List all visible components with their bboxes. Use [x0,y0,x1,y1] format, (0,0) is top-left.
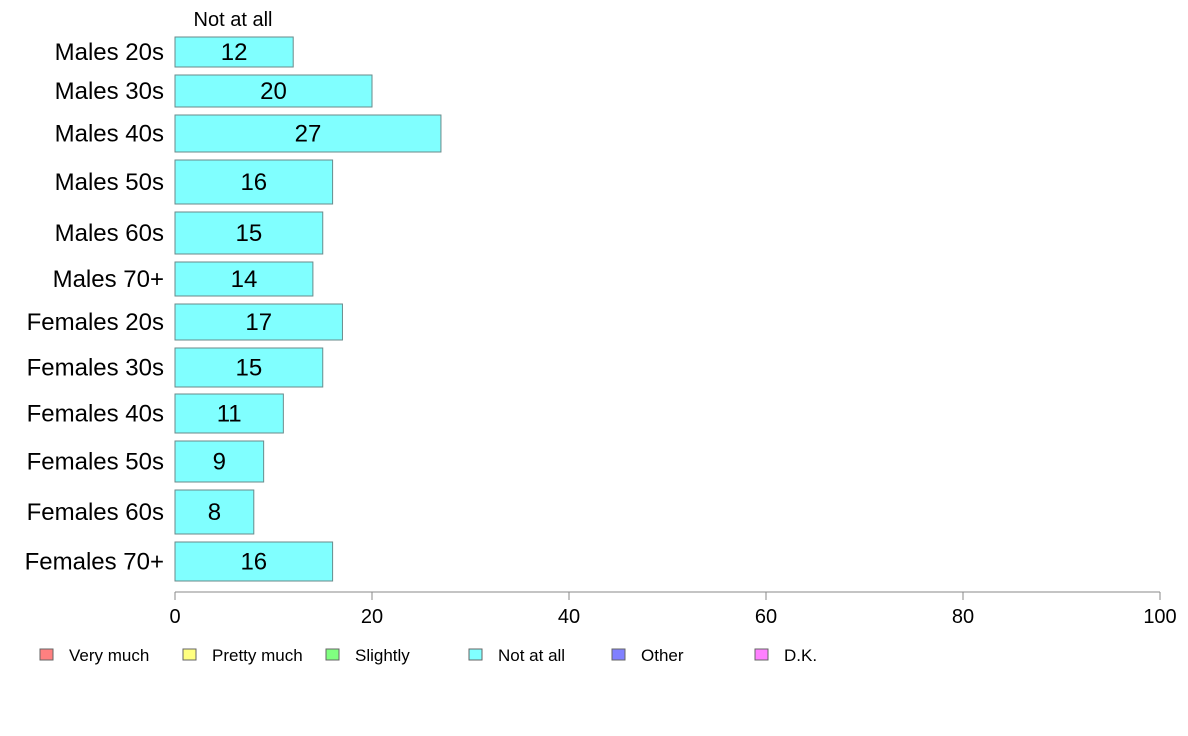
bar-value-label: 8 [208,499,221,526]
x-tick-label: 100 [1143,606,1176,628]
bar-value-label: 15 [236,220,263,247]
category-label: Females 60s [27,499,164,526]
category-label: Males 20s [55,39,164,66]
category-label: Females 30s [27,355,164,382]
bar [174,159,334,205]
legend-label: Other [641,646,684,665]
series-header-label: Not at all [194,9,273,31]
bar-value-label: 12 [221,39,248,66]
category-label: Females 70+ [25,549,164,576]
legend-swatch [39,648,54,661]
legend-label: D.K. [784,646,817,665]
bar [174,36,294,68]
bar [174,211,324,255]
bar-value-label: 20 [260,78,287,105]
category-label: Females 40s [27,401,164,428]
legend-swatch [325,648,340,661]
category-label: Males 60s [55,220,164,247]
legend: Very much Pretty much Slightly Not at all Ot… [39,646,817,665]
bars-group [174,36,442,582]
bar [174,347,324,388]
bar [174,74,373,108]
bar [174,303,343,341]
category-labels: Males 20s Males 30s Males 40s Males 50s Male… [25,39,164,576]
bar-value-label: 27 [295,121,322,148]
legend-label: Very much [69,646,149,665]
bar [174,393,284,434]
bar [174,114,442,153]
category-label: Males 40s [55,121,164,148]
legend-label: Not at all [498,646,565,665]
x-tick-label: 60 [755,606,777,628]
legend-swatch [468,648,483,661]
x-tick-label: 0 [169,606,180,628]
category-label: Females 20s [27,309,164,336]
bar-value-label: 17 [245,309,272,336]
legend-swatch [611,648,626,661]
legend-swatch [754,648,769,661]
x-tick-label: 80 [952,606,974,628]
bar-value-label: 15 [236,355,263,382]
category-label: Males 70+ [53,266,164,293]
bar-value-label: 16 [240,549,267,576]
legend-swatch [182,648,197,661]
bar-value-label: 14 [231,266,258,293]
x-tick-label: 40 [558,606,580,628]
category-label: Females 50s [27,449,164,476]
bar [174,440,265,483]
legend-label: Slightly [355,646,410,665]
bar-value-label: 16 [240,169,267,196]
value-labels: 12 20 27 16 15 14 17 15 11 9 8 16 [208,39,322,576]
category-label: Males 30s [55,78,164,105]
legend-label: Pretty much [212,646,303,665]
category-label: Males 50s [55,169,164,196]
x-tick-label: 20 [361,606,383,628]
bar [174,489,255,535]
bar [174,261,314,297]
x-axis-ticks: 0 20 40 60 80 100 [169,592,1177,628]
bar-value-label: 9 [213,449,226,476]
bar-value-label: 11 [217,401,242,428]
bar [174,541,334,582]
